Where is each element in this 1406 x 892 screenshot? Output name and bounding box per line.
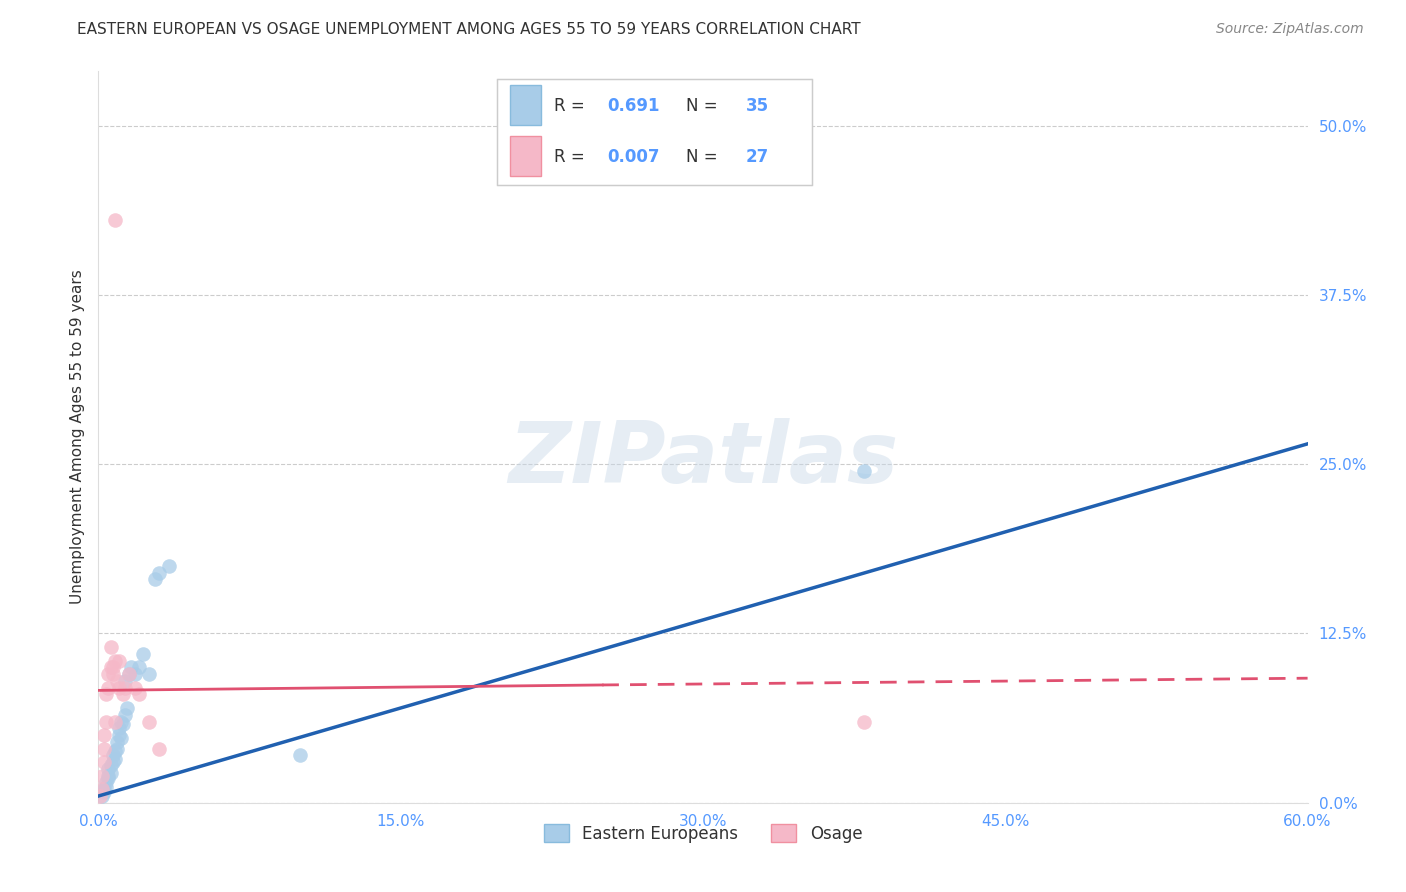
Point <box>103 714 125 729</box>
Point <box>103 213 125 227</box>
Point <box>93 741 115 756</box>
Point <box>100 757 122 772</box>
Point <box>110 731 132 745</box>
Point <box>853 714 876 729</box>
Point <box>853 464 876 478</box>
Point <box>157 558 180 573</box>
Point <box>128 660 150 674</box>
Point <box>114 673 136 688</box>
Point <box>118 667 141 681</box>
Point <box>91 769 114 783</box>
Point <box>91 789 114 803</box>
Point <box>97 762 120 776</box>
Point <box>93 785 115 799</box>
Point <box>105 735 128 749</box>
Point <box>120 660 142 674</box>
Point <box>93 728 115 742</box>
Point <box>114 681 136 695</box>
Point <box>124 667 146 681</box>
Point <box>111 688 134 702</box>
Point <box>110 714 132 729</box>
Point <box>97 667 120 681</box>
Point <box>93 755 115 769</box>
Point <box>128 688 150 702</box>
Point <box>105 673 128 688</box>
Point <box>107 654 129 668</box>
Legend: Eastern Europeans, Osage: Eastern Europeans, Osage <box>537 818 869 849</box>
Point <box>96 714 118 729</box>
Text: Source: ZipAtlas.com: Source: ZipAtlas.com <box>1216 22 1364 37</box>
Point <box>97 769 120 783</box>
Point <box>93 782 115 797</box>
Point <box>101 755 124 769</box>
Point <box>101 748 124 763</box>
Y-axis label: Unemployment Among Ages 55 to 59 years: Unemployment Among Ages 55 to 59 years <box>69 269 84 605</box>
Point <box>148 566 170 580</box>
Point <box>111 717 134 731</box>
Point <box>91 782 114 797</box>
Point <box>97 772 120 786</box>
Point <box>101 667 124 681</box>
Point <box>100 766 122 780</box>
Point <box>114 707 136 722</box>
Point <box>96 780 118 794</box>
Point <box>97 681 120 695</box>
Point <box>100 640 122 654</box>
Point <box>138 714 160 729</box>
Text: ZIPatlas: ZIPatlas <box>508 417 898 500</box>
Point <box>103 744 125 758</box>
Point <box>148 741 170 756</box>
Point <box>103 654 125 668</box>
Point <box>105 741 128 756</box>
Point <box>107 721 129 735</box>
Point <box>138 667 160 681</box>
Point <box>96 775 118 789</box>
Point <box>96 688 118 702</box>
Point <box>132 647 155 661</box>
Point <box>143 572 166 586</box>
Point <box>103 752 125 766</box>
Point <box>107 728 129 742</box>
Point <box>118 667 141 681</box>
Point <box>101 660 124 674</box>
Point <box>115 701 138 715</box>
Text: EASTERN EUROPEAN VS OSAGE UNEMPLOYMENT AMONG AGES 55 TO 59 YEARS CORRELATION CHA: EASTERN EUROPEAN VS OSAGE UNEMPLOYMENT A… <box>77 22 860 37</box>
Point <box>100 660 122 674</box>
Point <box>124 681 146 695</box>
Point <box>89 789 111 803</box>
Point <box>288 748 311 763</box>
Point <box>107 681 129 695</box>
